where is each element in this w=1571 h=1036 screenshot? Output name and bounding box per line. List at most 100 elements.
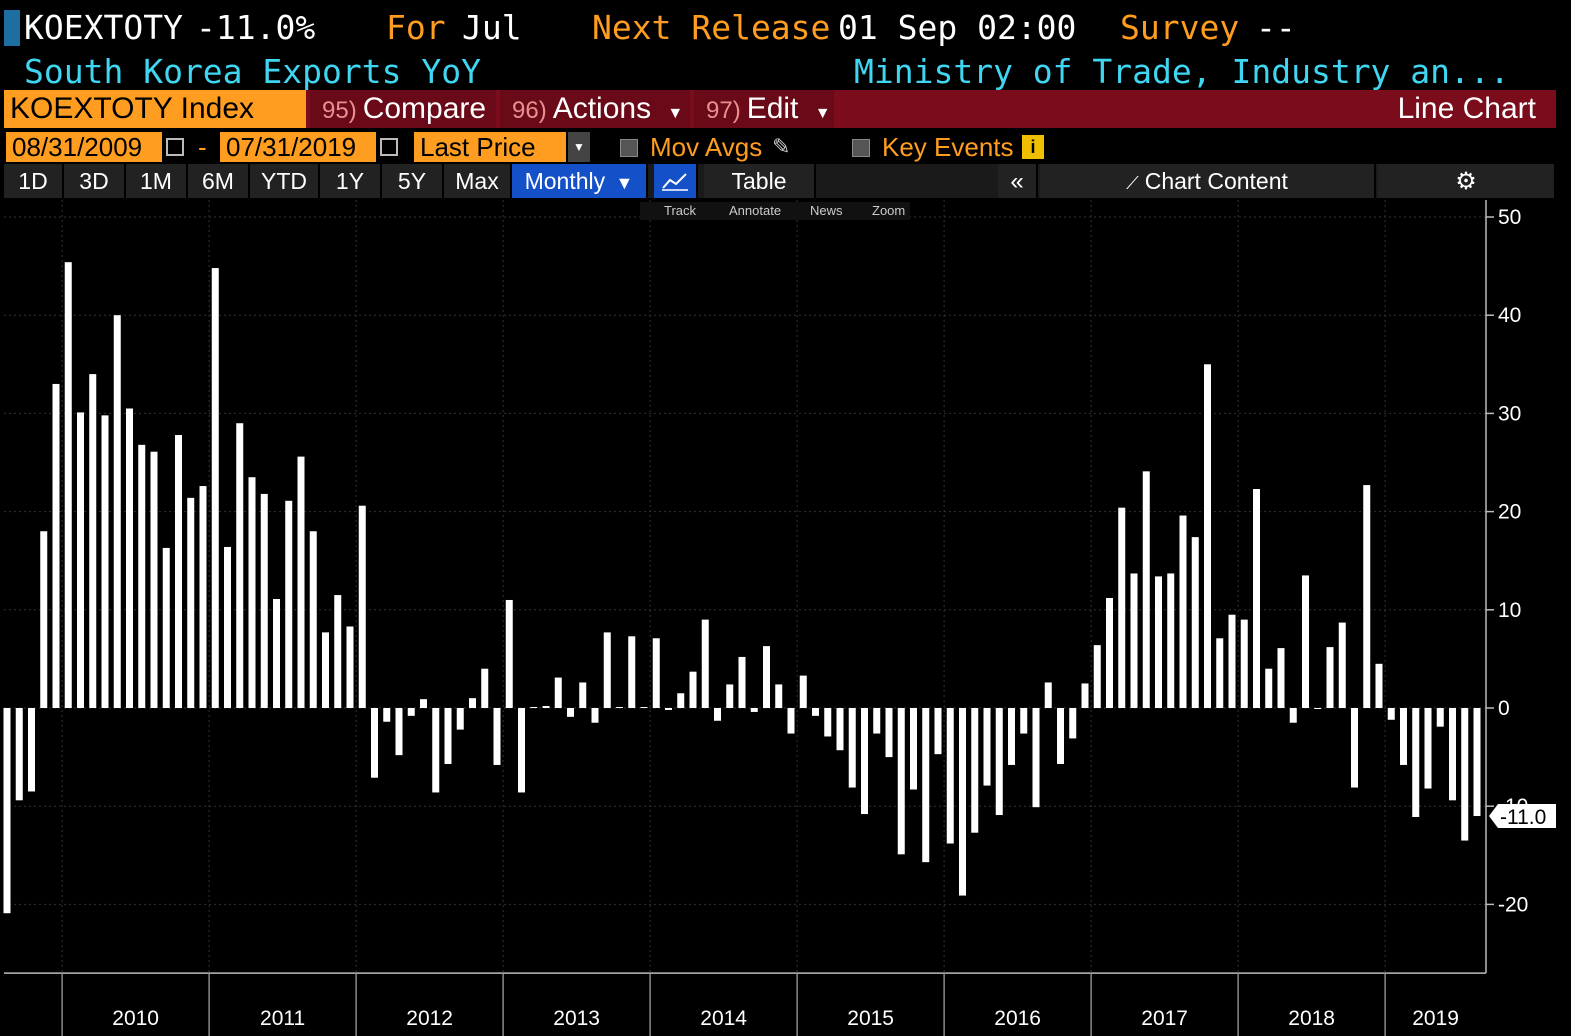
end-date-input[interactable]: 07/31/2019 [220, 132, 376, 162]
survey-label: Survey [1120, 8, 1240, 47]
settings-button[interactable]: ⚙ [1378, 164, 1556, 198]
timeframe-5y[interactable]: 5Y [382, 164, 444, 198]
timeframe-max[interactable]: Max [444, 164, 512, 198]
edit-number: 97) [706, 97, 741, 124]
frequency-select[interactable]: Monthly ▼ [512, 164, 648, 198]
bar [677, 693, 685, 708]
bar [162, 547, 170, 708]
chart-content-button[interactable]: ⟋ Chart Content [1040, 164, 1376, 198]
actions-button[interactable]: 96) Actions ▼ [500, 90, 690, 128]
bar [1338, 622, 1346, 708]
compare-number: 95) [322, 97, 357, 124]
bar [383, 708, 391, 722]
news-tool[interactable]: News [810, 203, 843, 218]
bar [1142, 471, 1150, 708]
bar [371, 708, 378, 778]
x-tick-label: 2016 [994, 1007, 1041, 1030]
x-tick-label: 2014 [700, 1007, 747, 1030]
bar [505, 599, 513, 708]
line-chart-icon [662, 173, 688, 191]
bar [750, 708, 758, 712]
bar [1326, 647, 1334, 708]
bar [922, 708, 930, 863]
bar [1253, 489, 1260, 708]
key-events-checkbox[interactable] [852, 139, 870, 157]
bar [285, 500, 293, 708]
bar [824, 708, 832, 737]
compare-button[interactable]: 95) Compare [310, 90, 496, 128]
timeframe-3d[interactable]: 3D [64, 164, 126, 198]
timeframe-ytd[interactable]: YTD [250, 164, 320, 198]
bar [836, 708, 844, 751]
field-select[interactable]: Last Price [414, 132, 566, 162]
dropdown-arrow-icon: ▼ [615, 173, 634, 193]
bar [640, 707, 648, 709]
track-tool[interactable]: Track [664, 203, 697, 218]
x-tick-label: 2013 [553, 1007, 600, 1030]
bar [236, 423, 244, 708]
security-description: South Korea Exports YoY [24, 52, 481, 91]
dropdown-arrow-icon: ▼ [667, 105, 684, 122]
timeframe-1m[interactable]: 1M [126, 164, 188, 198]
calendar-icon[interactable] [380, 138, 398, 156]
bar [1351, 708, 1358, 788]
field-dropdown-icon[interactable]: ▼ [568, 132, 590, 162]
collapse-button[interactable]: « [998, 164, 1038, 198]
bar-chart[interactable]: Track Annotate News Zoom 50403020100-10-… [0, 200, 1571, 1036]
bar [346, 626, 354, 708]
bar [726, 684, 734, 708]
mov-avgs-label[interactable]: Mov Avgs [650, 132, 763, 162]
bar [273, 598, 280, 708]
bar [1412, 708, 1420, 818]
bar [616, 707, 623, 709]
security-input[interactable]: KOEXTOTY Index [4, 90, 306, 128]
chart-type-label[interactable]: Line Chart [1397, 92, 1536, 125]
bar [187, 497, 195, 708]
bar [322, 632, 329, 708]
gear-icon: ⚙ [1455, 168, 1477, 195]
bar [1228, 614, 1236, 708]
mini-toolbar-background [640, 202, 910, 220]
annotate-tool[interactable]: Annotate [729, 203, 781, 218]
bar [787, 708, 795, 734]
info-icon[interactable]: i [1022, 135, 1044, 159]
y-tick-label: 50 [1498, 206, 1521, 229]
bar [334, 595, 342, 708]
bar-series [3, 262, 1481, 914]
bar [848, 708, 856, 788]
bar [873, 708, 881, 734]
bar [493, 708, 501, 765]
bar [126, 408, 133, 708]
table-button[interactable]: Table [704, 164, 816, 198]
bar [420, 699, 427, 708]
bar [897, 708, 905, 855]
bar [1155, 576, 1162, 708]
zoom-tool[interactable]: Zoom [872, 203, 905, 218]
bar [432, 708, 440, 793]
bar [1289, 708, 1297, 723]
timeframe-1d[interactable]: 1D [4, 164, 64, 198]
timeframe-1y[interactable]: 1Y [320, 164, 382, 198]
y-tick-label: 40 [1498, 304, 1521, 327]
bar [554, 677, 562, 708]
ticker-marker [4, 10, 20, 46]
bar [52, 383, 60, 708]
start-date-input[interactable]: 08/31/2009 [6, 132, 162, 162]
actions-label: Actions [552, 92, 652, 125]
bar [775, 684, 783, 708]
timeframe-6m[interactable]: 6M [188, 164, 250, 198]
line-chart-button[interactable] [654, 164, 698, 198]
bar [652, 638, 660, 708]
edit-button[interactable]: 97) Edit ▼ [694, 90, 834, 128]
bar [1130, 573, 1138, 708]
bar [444, 708, 452, 764]
mov-avgs-checkbox[interactable] [620, 139, 638, 157]
for-period: Jul [462, 8, 522, 47]
bar [1375, 663, 1383, 708]
bar [971, 708, 979, 833]
pencil-icon[interactable]: ✎ [772, 134, 791, 159]
calendar-icon[interactable] [166, 138, 184, 156]
key-events-label[interactable]: Key Events [882, 132, 1014, 162]
bar [1204, 364, 1211, 708]
